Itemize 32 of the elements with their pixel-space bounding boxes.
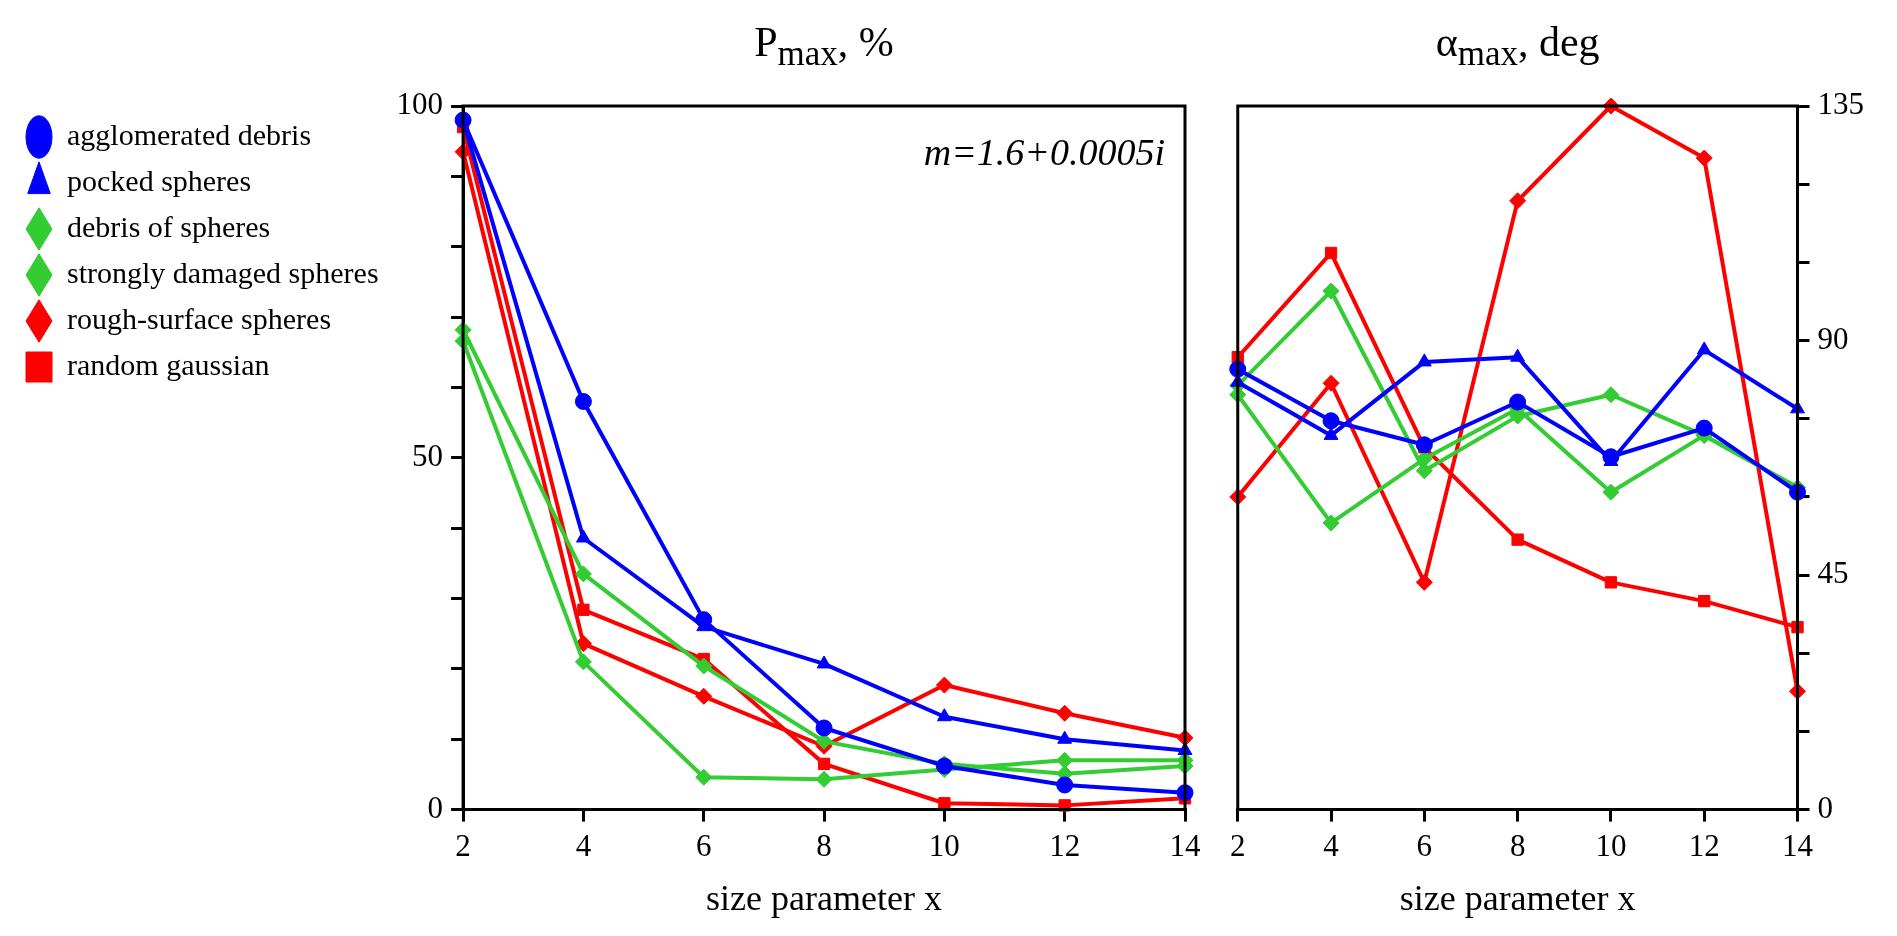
x-tick-label: 12 (1049, 828, 1081, 864)
x-axis-title: size parameter x (706, 877, 942, 918)
x-tick-label: 14 (1782, 828, 1814, 864)
chart-title: α$_{max}$, deg (1435, 18, 1600, 75)
x-tick-label: 10 (1595, 828, 1627, 864)
legend-label: strongly damaged spheres (67, 255, 379, 289)
x-tick-label: 10 (928, 828, 960, 864)
y2-tick-label: 0 (1817, 789, 1833, 825)
x-tick-label: 6 (695, 828, 712, 864)
x-tick-label: 6 (1416, 828, 1433, 864)
annotation: m=1.6+0.0005i (923, 130, 1165, 173)
x-tick-label: 8 (1509, 828, 1526, 864)
x-tick-label: 2 (1230, 828, 1246, 864)
x-tick-label: 12 (1688, 828, 1720, 864)
y-tick-label: 100 (396, 86, 444, 122)
x-axis-title: size parameter x (1399, 877, 1636, 918)
x-tick-label: 2 (455, 828, 471, 864)
y-tick-label: 50 (412, 437, 444, 473)
x-tick-label: 8 (816, 828, 832, 864)
x-tick-label: 14 (1169, 828, 1201, 864)
legend-label: pocked spheres (67, 163, 252, 197)
legend-label: random gaussian (67, 347, 270, 381)
x-tick-label: 4 (1323, 828, 1340, 864)
legend-label: rough-surface spheres (67, 301, 332, 335)
legend-label: debris of spheres (67, 209, 271, 243)
y2-tick-label: 45 (1817, 555, 1849, 591)
legend-label: agglomerated debris (67, 117, 312, 151)
y-tick-label: 0 (427, 789, 444, 825)
y2-tick-label: 90 (1817, 320, 1849, 356)
y2-tick-label: 135 (1817, 86, 1864, 122)
chart-title: P$_{max}$, % (754, 18, 894, 75)
x-tick-label: 4 (575, 828, 592, 864)
